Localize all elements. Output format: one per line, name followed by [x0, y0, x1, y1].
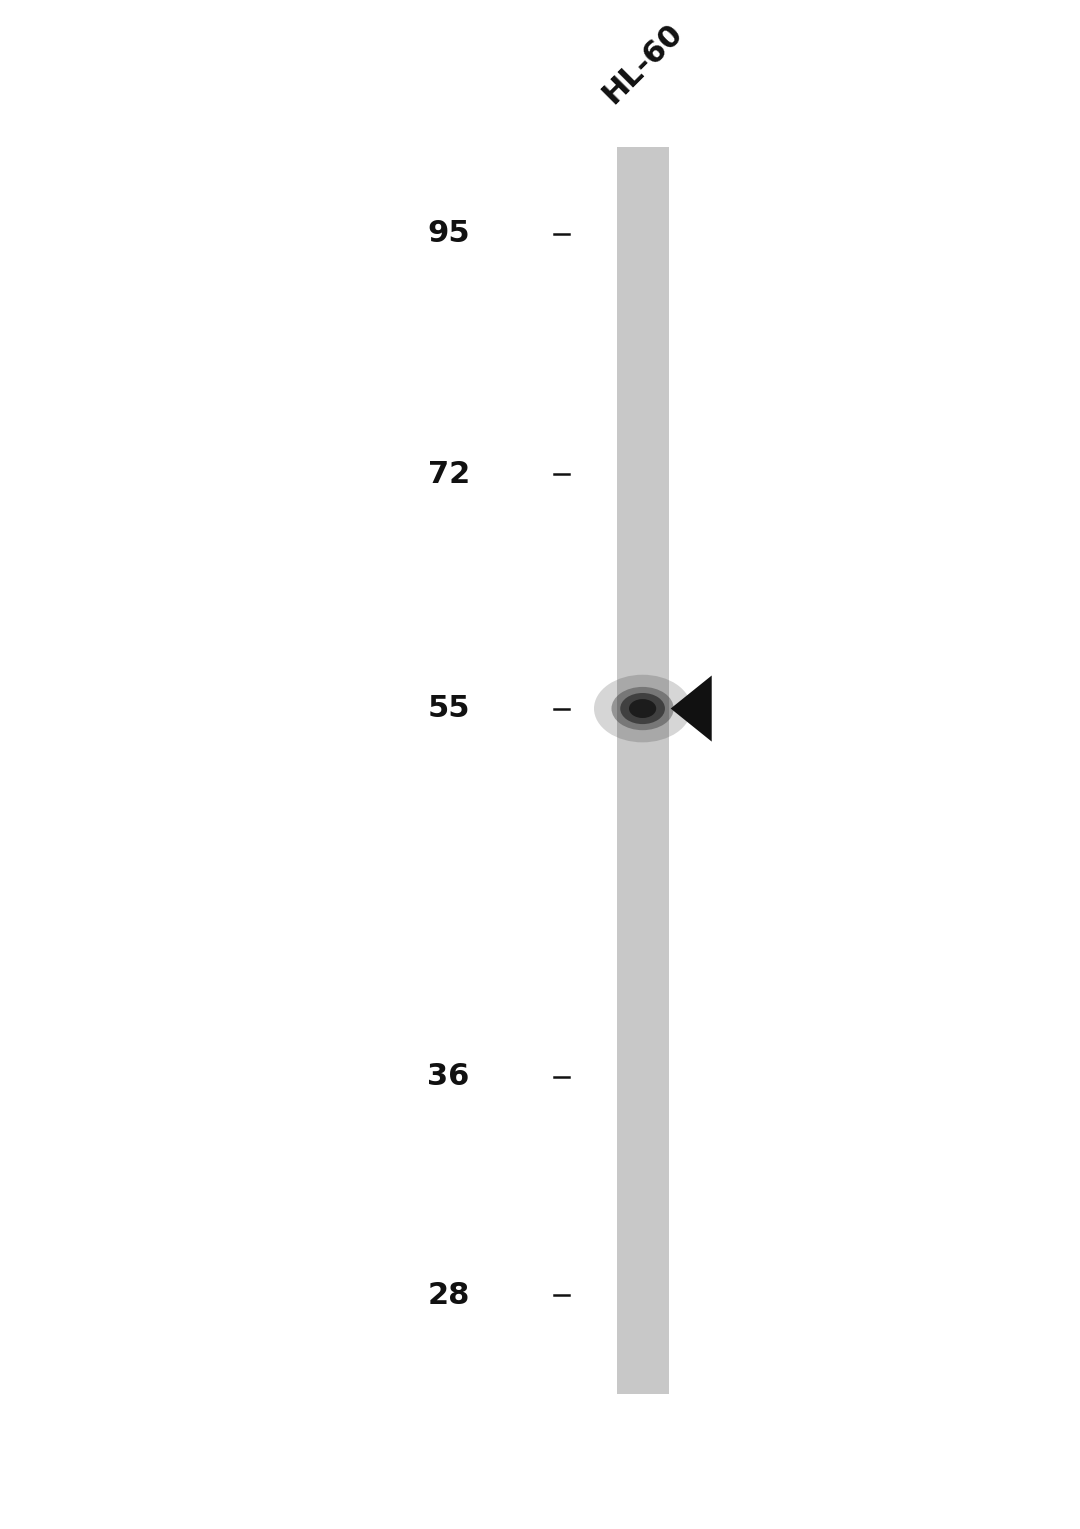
Bar — [617, 147, 669, 1394]
Ellipse shape — [629, 699, 657, 719]
Text: HL-60: HL-60 — [597, 18, 688, 109]
Text: 28: 28 — [428, 1281, 470, 1310]
Polygon shape — [671, 676, 712, 742]
Text: 36: 36 — [428, 1063, 470, 1092]
Text: 55: 55 — [428, 694, 470, 723]
Text: 72: 72 — [428, 460, 470, 489]
Ellipse shape — [611, 687, 674, 731]
Ellipse shape — [620, 693, 665, 725]
Text: 95: 95 — [428, 219, 470, 248]
Ellipse shape — [594, 674, 691, 743]
